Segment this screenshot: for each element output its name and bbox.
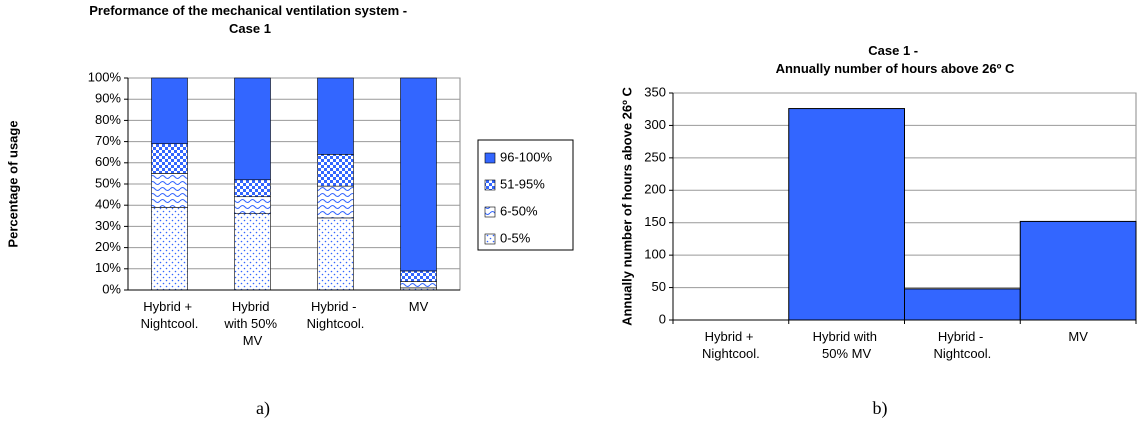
bar-segment: [234, 213, 271, 291]
y-tick-label: 50: [652, 279, 666, 294]
y-tick-label: 30%: [95, 218, 121, 233]
y-tick-label: 150: [644, 214, 666, 229]
y-axis-title: Percentage of usage: [5, 120, 20, 247]
legend-swatch: [484, 179, 496, 191]
legend-label: 51-95%: [500, 176, 545, 191]
x-tick-label: Hybrid - Nightcool.: [933, 329, 991, 361]
bar-segment: [317, 154, 354, 187]
bar-segment: [151, 207, 188, 291]
y-tick-label: 0%: [102, 281, 121, 296]
bar-segment: [317, 185, 354, 219]
bar-segment: [400, 270, 437, 282]
bar-segment: [317, 77, 354, 155]
y-tick-label: 60%: [95, 154, 121, 169]
bar: [1019, 220, 1137, 321]
y-tick-label: 50%: [95, 175, 121, 190]
x-tick-label: Hybrid + Nightcool.: [702, 329, 760, 361]
bar-segment: [151, 77, 188, 145]
y-tick-label: 80%: [95, 112, 121, 127]
bar-segment: [317, 217, 354, 291]
y-tick-label: 40%: [95, 197, 121, 212]
legend-label: 96-100%: [500, 149, 552, 164]
bar-segment: [234, 196, 271, 214]
legend-label: 0-5%: [500, 230, 531, 245]
y-tick-label: 200: [644, 182, 666, 197]
bar-segment: [234, 179, 271, 198]
x-tick-label: MV: [409, 299, 429, 314]
bar-segment: [234, 77, 271, 181]
y-tick-label: 10%: [95, 260, 121, 275]
y-tick-label: 70%: [95, 133, 121, 148]
bar: [788, 108, 905, 321]
chart-title: Preformance of the mechanical ventilatio…: [89, 3, 411, 36]
y-tick-label: 100%: [88, 69, 122, 84]
bar-segment: [151, 143, 188, 174]
legend-swatch: [484, 233, 496, 245]
x-tick-label: Hybrid + Nightcool.: [141, 299, 199, 331]
x-tick-label: Hybrid with 50% MV: [223, 299, 280, 348]
y-tick-label: 350: [644, 84, 666, 99]
chart-title: Case 1 - Annually number of hours above …: [776, 43, 1015, 76]
y-tick-label: 90%: [95, 91, 121, 106]
bar: [904, 288, 1021, 321]
x-tick-label: MV: [1068, 329, 1088, 344]
y-tick-label: 20%: [95, 239, 121, 254]
caption: b): [873, 398, 888, 419]
x-tick-label: Hybrid - Nightcool.: [307, 299, 365, 331]
y-tick-label: 300: [644, 117, 666, 132]
y-tick-label: 100: [644, 247, 666, 262]
y-tick-label: 250: [644, 149, 666, 164]
caption: a): [256, 398, 270, 419]
bar-segment: [151, 173, 188, 208]
y-tick-label: 0: [659, 311, 666, 326]
bar-segment: [400, 77, 437, 272]
legend-swatch: [484, 206, 496, 218]
x-tick-label: Hybrid with 50% MV: [813, 329, 881, 361]
bar-segment: [400, 281, 437, 289]
legend-label: 6-50%: [500, 203, 538, 218]
legend-swatch: [484, 152, 496, 164]
y-axis-title: Annually number of hours above 26º C: [619, 87, 634, 326]
